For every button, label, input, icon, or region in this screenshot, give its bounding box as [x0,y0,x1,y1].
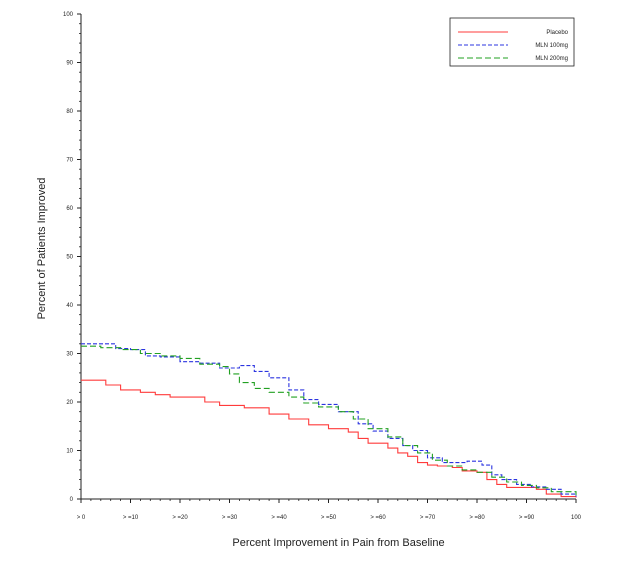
legend-label: MLN 100mg [535,43,568,49]
x-tick-label: > =60 [370,515,386,521]
x-tick-label: > 0 [77,515,86,521]
x-tick-label: > =80 [469,515,485,521]
y-tick-label: 60 [66,206,73,212]
y-tick-label: 90 [66,61,73,67]
x-tick-label: > =40 [271,515,287,521]
y-axis-title: Percent of Patients Improved [36,178,48,320]
y-tick-label: 50 [66,255,73,261]
x-tick-label: > =50 [321,515,337,521]
x-tick-label: > =90 [519,515,535,521]
x-tick-label: > =10 [123,515,139,521]
y-tick-label: 20 [66,400,73,406]
legend: Placebo MLN 100mg MLN 200mg [449,17,575,67]
x-axis-title: Percent Improvement in Pain from Baselin… [232,537,444,549]
y-tick-label: 80 [66,109,73,115]
legend-label: MLN 200mg [535,56,568,62]
y-tick-label: 0 [70,497,74,503]
series-line-placebo [81,379,577,498]
y-tick-label: 70 [66,158,73,164]
x-tick-label: > =30 [222,515,238,521]
y-tick-label: 30 [66,352,73,358]
y-tick-label: 40 [66,303,73,309]
series-line-mln-200mg [81,345,577,496]
x-tick-label: 100 [571,515,582,521]
x-tick-label: > =70 [420,515,436,521]
legend-label: Placebo [546,30,568,36]
series-line-mln-100mg [81,343,577,497]
x-tick-label: > =20 [172,515,188,521]
y-tick-label: 100 [63,12,74,18]
y-tick-label: 10 [66,449,73,455]
